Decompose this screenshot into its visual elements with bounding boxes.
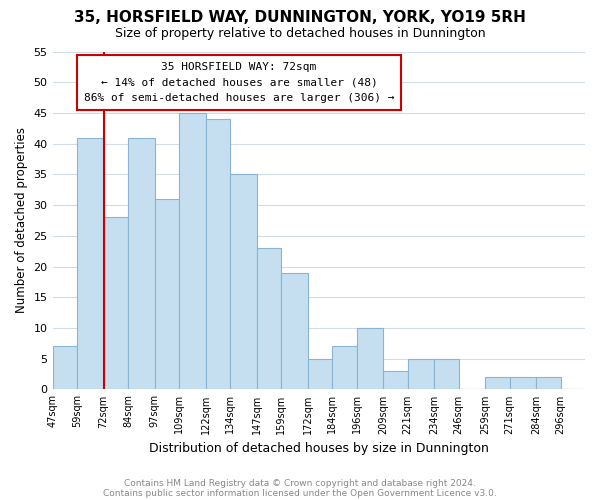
Bar (104, 218, 128, 390)
Bar (257, 248, 281, 390)
Bar (128, 138, 155, 390)
Text: Size of property relative to detached houses in Dunnington: Size of property relative to detached ho… (115, 28, 485, 40)
Bar (509, 377, 536, 390)
Bar (179, 113, 206, 390)
Bar (77, 138, 104, 390)
Bar (206, 119, 230, 390)
Bar (536, 377, 560, 390)
Text: Contains HM Land Registry data © Crown copyright and database right 2024.: Contains HM Land Registry data © Crown c… (124, 478, 476, 488)
Text: 35, HORSFIELD WAY, DUNNINGTON, YORK, YO19 5RH: 35, HORSFIELD WAY, DUNNINGTON, YORK, YO1… (74, 10, 526, 25)
X-axis label: Distribution of detached houses by size in Dunnington: Distribution of detached houses by size … (149, 442, 489, 455)
Bar (332, 346, 356, 390)
Text: 35 HORSFIELD WAY: 72sqm
← 14% of detached houses are smaller (48)
86% of semi-de: 35 HORSFIELD WAY: 72sqm ← 14% of detache… (83, 62, 394, 103)
Bar (155, 199, 179, 390)
Bar (485, 377, 509, 390)
Bar (230, 174, 257, 390)
Bar (308, 358, 332, 390)
Y-axis label: Number of detached properties: Number of detached properties (15, 128, 28, 314)
Bar (53, 346, 77, 390)
Bar (356, 328, 383, 390)
Bar (407, 358, 434, 390)
Bar (434, 358, 458, 390)
Text: Contains public sector information licensed under the Open Government Licence v3: Contains public sector information licen… (103, 488, 497, 498)
Bar (281, 272, 308, 390)
Bar (383, 371, 407, 390)
